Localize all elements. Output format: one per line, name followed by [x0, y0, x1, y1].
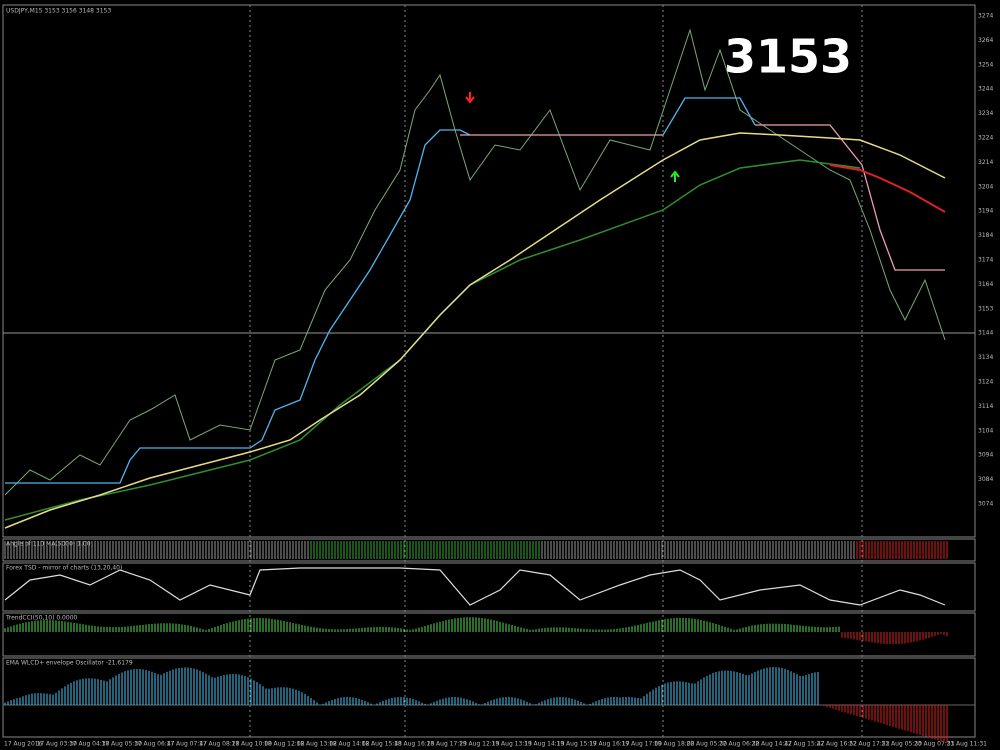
price-label: 3144 [978, 330, 993, 337]
price-label: 3164 [978, 281, 993, 288]
price-label: 3234 [978, 110, 993, 117]
time-label: 18 Aug 14:02 [329, 741, 370, 748]
price-label: 3244 [978, 86, 993, 93]
time-label: 19 Aug 13:13 [492, 741, 533, 748]
price-label: 3094 [978, 452, 993, 459]
price-label: 3214 [978, 159, 993, 166]
panel-frame [2, 4, 976, 538]
session-lines [249, 5, 863, 737]
price-label: 3204 [978, 183, 993, 190]
time-label: 22 Aug 15:47 [784, 741, 825, 748]
time-label: 18 Aug 17:23 [427, 741, 468, 748]
oscillator-line [4, 567, 946, 606]
time-label: 19 Aug 15:17 [557, 741, 598, 748]
price-label: 3114 [978, 403, 993, 410]
price-annotation: 3153 [724, 30, 852, 84]
time-label: 23 Aug 07:31 [914, 741, 955, 748]
time-label: 18 Aug 16:23 [394, 741, 435, 748]
time-label: 22 Aug 16:52 [817, 741, 858, 748]
price-candles [4, 28, 946, 496]
price-label: 3104 [978, 427, 993, 434]
time-label: 23 Aug 11:31 [947, 741, 988, 748]
time-label: 19 Aug 17:00 [622, 741, 663, 748]
panel-frame [2, 562, 976, 612]
sell-arrow [743, 56, 753, 68]
trend-ma [829, 164, 946, 213]
panel-label: EMA WLCD+ envelope Oscillator -21.6179 [6, 660, 133, 667]
panel-label: TrendCCI(50,10) 0.0000 [5, 615, 78, 622]
price-label: 3274 [978, 13, 993, 20]
time-label: 17 Aug 04:30 [69, 741, 110, 748]
price-label: 3074 [978, 501, 993, 508]
time-label: 18 Aug 15:43 [362, 741, 403, 748]
time-label: 19 Aug 18:00 [654, 741, 695, 748]
time-label: 17 Aug 06:47 [134, 741, 175, 748]
price-label: 3194 [978, 208, 993, 215]
price-label: 3184 [978, 232, 993, 239]
trail-stop-blue [662, 97, 756, 136]
time-label: 19 Aug 14:13 [524, 741, 565, 748]
trail-stop-pink [755, 124, 945, 271]
price-label: 3134 [978, 354, 993, 361]
panel-frame [2, 657, 976, 738]
time-label: 17 Aug 08:28 [199, 741, 240, 748]
price-label: 3174 [978, 257, 993, 264]
panel-labels: Angle of 110 MA(5000) 1.00 Forex TSD - m… [5, 541, 133, 667]
symbol-label: USDJPY,M15 3153 3156 3148 3153 [6, 8, 111, 15]
time-label: 18 Aug 12:02 [264, 741, 305, 748]
price-label: 3264 [978, 37, 993, 44]
time-label: 17 Aug 10:00 [232, 741, 273, 748]
sell-arrow [465, 92, 475, 104]
time-label: 17 Aug 03:30 [37, 741, 78, 748]
panel-label: Angle of 110 MA(5000) 1.00 [6, 541, 91, 548]
price-label: 3124 [978, 379, 993, 386]
trail-stop-blue [5, 129, 471, 484]
time-label: 17 Aug 05:30 [102, 741, 143, 748]
panel-frame [2, 612, 976, 657]
price-label: 3224 [978, 135, 993, 142]
fast-ma [4, 132, 946, 529]
panel-label: Forex TSD - mirror of charts (13,20,40) [6, 565, 122, 572]
buy-arrow [670, 170, 680, 182]
price-label: 3084 [978, 476, 993, 483]
price-label: 3153 [978, 305, 993, 312]
time-label: 17 Aug 07:47 [167, 741, 208, 748]
panel-frame [2, 538, 976, 562]
time-label: 23 Aug 05:30 [882, 741, 923, 748]
time-label: 22 Aug 17:52 [849, 741, 890, 748]
time-label: 22 Aug 14:47 [752, 741, 793, 748]
time-label: 22 Aug 05:30 [687, 741, 728, 748]
indicator-panels [2, 538, 976, 738]
time-label: 18 Aug 13:02 [297, 741, 338, 748]
time-label: 19 Aug 16:17 [589, 741, 630, 748]
time-label: 17 Aug 2016 [4, 741, 43, 748]
time-label: 22 Aug 06:30 [719, 741, 760, 748]
price-label: 3254 [978, 61, 993, 68]
time-label: 19 Aug 12:13 [459, 741, 500, 748]
price-panel: 3153 USDJPY,M15 3153 3156 3148 3153 [2, 4, 976, 737]
